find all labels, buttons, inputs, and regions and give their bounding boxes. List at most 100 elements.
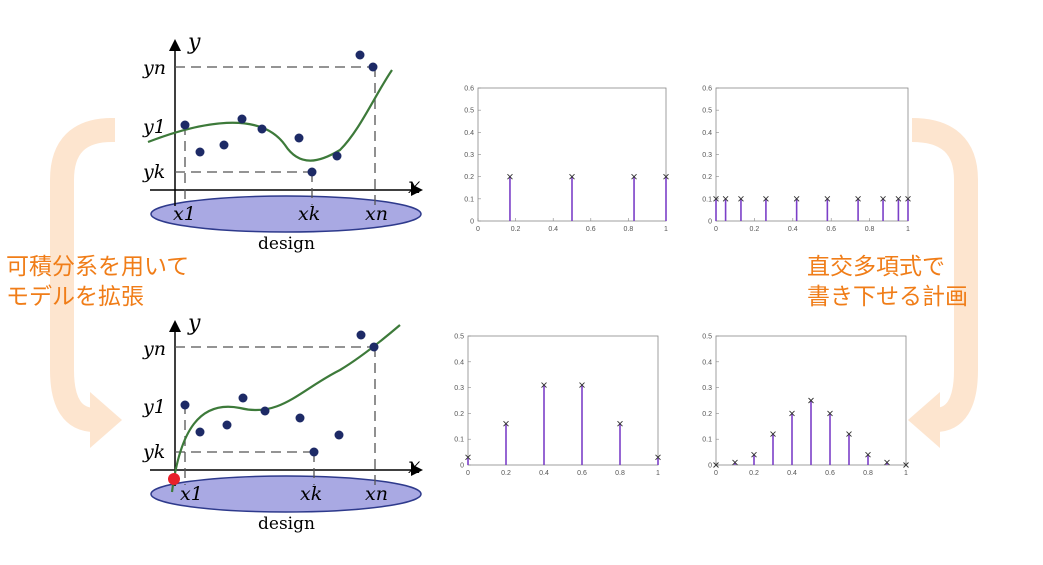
fit-curve: [147, 69, 393, 162]
y-tick-label: 0.6: [464, 86, 474, 93]
y-tick-label: 0.3: [454, 385, 464, 392]
x-tick-label: 0.4: [548, 226, 558, 233]
stem-marker: [865, 451, 871, 458]
stem-marker: [713, 462, 719, 468]
stem-marker: [824, 196, 831, 202]
design-label: design: [258, 234, 315, 254]
x-tick-label: 0: [714, 470, 718, 477]
stem-marker: [903, 462, 909, 468]
y-tick-label: 0.1: [702, 437, 712, 444]
yk-label: yk: [142, 441, 165, 463]
x-tick-label: 0.8: [624, 226, 634, 233]
y-tick-label: 0: [470, 219, 474, 226]
stem-marker: [855, 196, 861, 202]
y-tick-label: 0.4: [702, 130, 712, 137]
y-tick-label: 0.3: [702, 152, 712, 159]
guide-lines: [175, 346, 376, 485]
x-tick-label: 0.2: [511, 226, 521, 233]
stem-marker: [617, 420, 623, 427]
left-caption: 可積分系を用いて モデルを拡張: [6, 252, 189, 312]
stem-marker: [722, 196, 729, 202]
x-tick-label: 0.8: [615, 470, 625, 477]
x-tick-label: 0.6: [577, 470, 587, 477]
x-tick-label: 0.2: [750, 226, 760, 233]
y-tick-label: 0.6: [702, 86, 712, 93]
stem-marker: [905, 196, 911, 202]
design-ellipse: [150, 195, 422, 233]
y-tick-label: 0.5: [702, 108, 712, 115]
y-tick-label: 0.4: [702, 359, 712, 366]
y-tick-label: 0.2: [454, 411, 464, 418]
stem-chart-bottom-right: 0 0.1 0.2 0.3 0.4 0.5 0 0.2 0.4 0.6 0.8 1: [702, 334, 909, 477]
stem-marker: [763, 196, 769, 202]
x-axis-label: x: [408, 454, 421, 479]
stem-marker: [465, 454, 471, 461]
guide-lines: [175, 66, 376, 205]
x-tick-label: 0.4: [539, 470, 549, 477]
y-tick-label: 0.5: [454, 334, 464, 341]
right-caption: 直交多項式で 書き下せる計画: [807, 252, 968, 312]
x-tick-label: 1: [656, 470, 660, 477]
y-axis-label: y: [187, 311, 201, 336]
y-tick-label: 0.5: [464, 108, 474, 115]
xn-label: xn: [365, 203, 388, 225]
yn-label: yn: [142, 57, 166, 79]
stem-marker: [895, 196, 902, 202]
stem-marker: [663, 173, 669, 180]
stem-marker: [631, 173, 637, 180]
x-tick-label: 0.2: [749, 470, 759, 477]
fit-curve: [170, 324, 401, 493]
x-tick-label: 1: [664, 226, 668, 233]
yn-label: yn: [142, 338, 166, 360]
xk-label: xk: [300, 483, 322, 505]
design-panel-bottom: y x yn y1 yk x1 xk xn design: [142, 311, 423, 534]
stem-marker: [579, 382, 585, 388]
x-tick-label: 1: [906, 226, 910, 233]
xk-label: xk: [298, 203, 320, 225]
x-axis-label: x: [408, 174, 421, 199]
y-tick-label: 0.3: [464, 152, 474, 159]
right-caption-line-2: 書き下せる計画: [807, 284, 968, 310]
stem-marker: [541, 382, 547, 388]
stem-marker: [713, 196, 719, 202]
x1-label: x1: [173, 203, 196, 225]
y-tick-label: 0.2: [702, 174, 712, 181]
stem-marker: [880, 196, 886, 202]
y-tick-label: 0.3: [702, 385, 712, 392]
x-tick-label: 0.2: [501, 470, 511, 477]
right-cycle-arrow: [908, 118, 978, 448]
y1-label: y1: [142, 116, 166, 138]
y-tick-label: 0.1: [702, 196, 712, 203]
x-tick-label: 0.4: [788, 226, 798, 233]
y-tick-label: 0.2: [702, 411, 712, 418]
design-ellipse: [150, 475, 422, 513]
design-panel-top: y x yn y1 yk x1 xk xn design: [142, 30, 423, 254]
right-caption-line-1: 直交多項式で: [807, 254, 945, 280]
stem-chart-top-right: 0 0.1 0.2 0.3 0.4 0.5 0.6 0 0.2 0.4 0.6 0.8 1: [702, 86, 911, 233]
x-tick-label: 0.8: [863, 470, 873, 477]
left-caption-line-1: 可積分系を用いて: [6, 254, 190, 280]
y-tick-label: 0.1: [464, 196, 474, 203]
stem-marker: [808, 397, 814, 404]
stem-marker: [770, 431, 776, 437]
x-tick-label: 0: [714, 226, 718, 233]
stem-marker: [827, 410, 833, 417]
stem-marker: [655, 454, 661, 461]
stem-marker: [846, 431, 852, 437]
data-points: [180, 330, 379, 457]
y-tick-label: 0.1: [454, 437, 464, 444]
stem-marker: [732, 459, 738, 466]
plot-frame: [715, 87, 909, 222]
yk-label: yk: [142, 161, 165, 183]
stem-marker: [789, 410, 795, 417]
data-points: [180, 50, 378, 177]
plot-frame: [467, 335, 659, 466]
left-cycle-arrow: [50, 118, 122, 448]
y-tick-label: 0.4: [464, 130, 474, 137]
stem-marker: [507, 173, 513, 180]
x-tick-label: 0.6: [826, 226, 836, 233]
y-tick-label: 0.2: [464, 174, 474, 181]
y-tick-label: 0: [708, 463, 712, 470]
stem-marker: [738, 196, 744, 202]
